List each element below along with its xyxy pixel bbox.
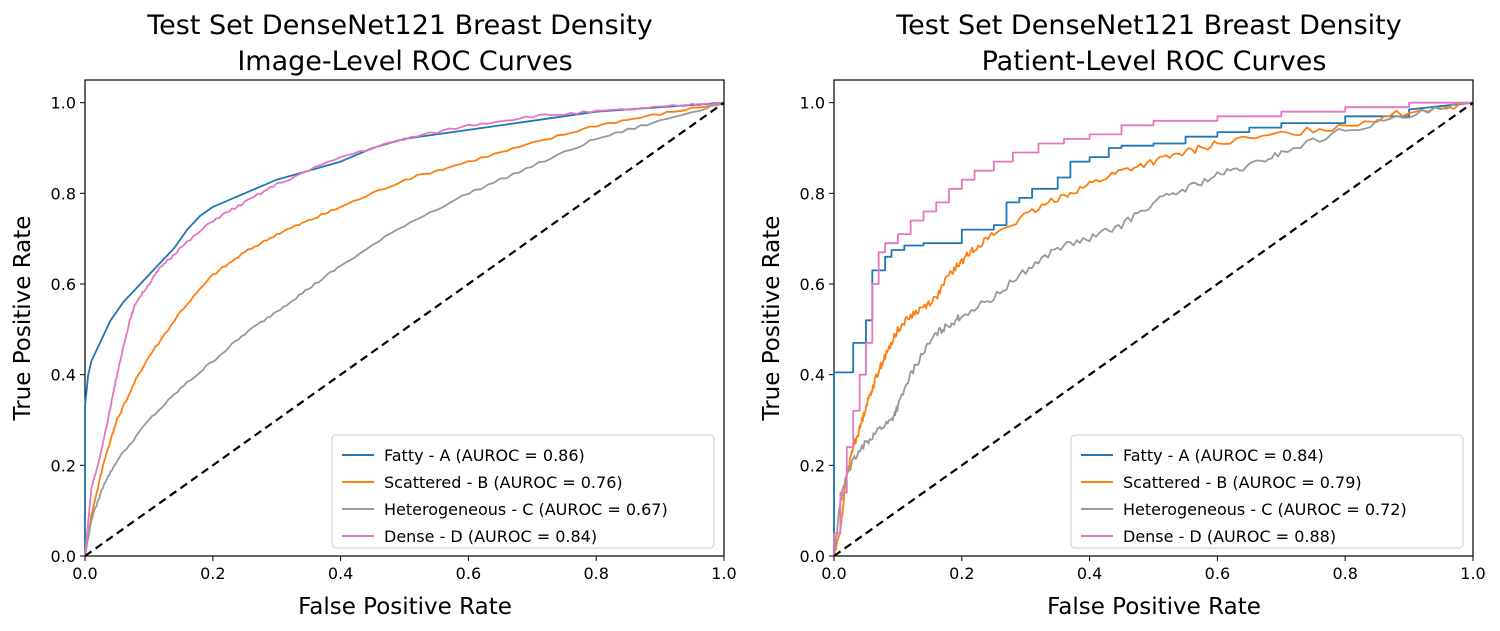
x-tick-label: 0.8 bbox=[583, 564, 608, 583]
legend-entry: Dense - D (AUROC = 0.84) bbox=[384, 527, 597, 546]
axes-frame bbox=[84, 79, 725, 557]
image-level-roc-chart: Test Set DenseNet121 Breast Density Imag… bbox=[10, 10, 737, 620]
legend: Fatty - A (AUROC = 0.84) Scattered - B (A… bbox=[1070, 434, 1464, 549]
roc-curve-3 bbox=[84, 101, 725, 557]
legend: Fatty - A (AUROC = 0.86) Scattered - B (A… bbox=[331, 434, 715, 549]
chart-title-line-1: Test Set DenseNet121 Breast Density bbox=[895, 10, 1401, 41]
legend-box bbox=[331, 434, 715, 549]
x-tick-label: 0.4 bbox=[1077, 564, 1102, 583]
x-axis-label: False Positive Rate bbox=[1047, 594, 1261, 620]
roc-curve-1 bbox=[833, 101, 1474, 557]
roc-curve-2 bbox=[84, 101, 725, 557]
patient-level-roc-chart: Test Set DenseNet121 Breast Density Pati… bbox=[759, 10, 1486, 620]
y-tick-label: 1.0 bbox=[51, 94, 76, 113]
y-axis-label: True Positive Rate bbox=[759, 216, 785, 422]
roc-curve-1 bbox=[84, 101, 725, 557]
plot-area: 0.0 0.2 0.4 0.6 0.8 1.0 0.0 0.2 0.4 0.6 0.8 1.0 Fatt… bbox=[800, 79, 1486, 583]
y-tick-label: 0.0 bbox=[51, 547, 76, 566]
chart-title-line-2: Patient-Level ROC Curves bbox=[982, 46, 1327, 77]
x-tick-label: 0.6 bbox=[456, 564, 481, 583]
legend-entry: Fatty - A (AUROC = 0.84) bbox=[1123, 446, 1324, 465]
y-tick-label: 0.6 bbox=[51, 275, 76, 294]
chance-diagonal-line bbox=[84, 101, 725, 557]
x-tick-label: 0.0 bbox=[72, 564, 97, 583]
x-tick-label: 1.0 bbox=[711, 564, 736, 583]
chance-diagonal-line bbox=[833, 101, 1474, 557]
y-tick-label: 0.4 bbox=[800, 366, 825, 385]
chart-title-line-2: Image-Level ROC Curves bbox=[237, 46, 572, 77]
legend-entry: Fatty - A (AUROC = 0.86) bbox=[384, 446, 585, 465]
y-tick-label: 0.0 bbox=[800, 547, 825, 566]
x-tick-label: 0.6 bbox=[1205, 564, 1230, 583]
x-tick-label: 1.0 bbox=[1460, 564, 1485, 583]
x-tick-label: 0.2 bbox=[949, 564, 974, 583]
axes-frame bbox=[833, 79, 1474, 557]
y-tick-label: 0.4 bbox=[51, 366, 76, 385]
x-axis-label: False Positive Rate bbox=[298, 594, 512, 620]
roc-curve-3 bbox=[833, 101, 1473, 556]
roc-curve-0 bbox=[833, 101, 1474, 556]
roc-curve-2 bbox=[833, 101, 1473, 557]
chart-title-line-1: Test Set DenseNet121 Breast Density bbox=[146, 10, 652, 41]
legend-box bbox=[1070, 434, 1464, 549]
y-tick-label: 0.2 bbox=[800, 456, 825, 475]
y-tick-label: 0.2 bbox=[51, 456, 76, 475]
legend-entry: Dense - D (AUROC = 0.88) bbox=[1123, 527, 1336, 546]
legend-entry: Heterogeneous - C (AUROC = 0.72) bbox=[1123, 500, 1407, 519]
plot-area: 0.0 0.2 0.4 0.6 0.8 1.0 0.0 0.2 0.4 0.6 0.8 1.0 Fatt… bbox=[51, 79, 737, 583]
legend-entry: Scattered - B (AUROC = 0.79) bbox=[1123, 473, 1362, 492]
x-tick-label: 0.0 bbox=[821, 564, 846, 583]
x-tick-label: 0.2 bbox=[200, 564, 225, 583]
x-tick-label: 0.4 bbox=[328, 564, 353, 583]
y-axis-label: True Positive Rate bbox=[10, 216, 36, 422]
legend-entry: Heterogeneous - C (AUROC = 0.67) bbox=[384, 500, 668, 519]
y-tick-label: 0.8 bbox=[800, 184, 825, 203]
roc-curve-0 bbox=[84, 101, 725, 556]
y-tick-label: 1.0 bbox=[800, 94, 825, 113]
series-group bbox=[84, 101, 725, 557]
y-tick-label: 0.8 bbox=[51, 184, 76, 203]
legend-entry: Scattered - B (AUROC = 0.76) bbox=[384, 473, 623, 492]
x-tick-label: 0.8 bbox=[1332, 564, 1357, 583]
y-tick-label: 0.6 bbox=[800, 275, 825, 294]
series-group bbox=[833, 101, 1474, 557]
